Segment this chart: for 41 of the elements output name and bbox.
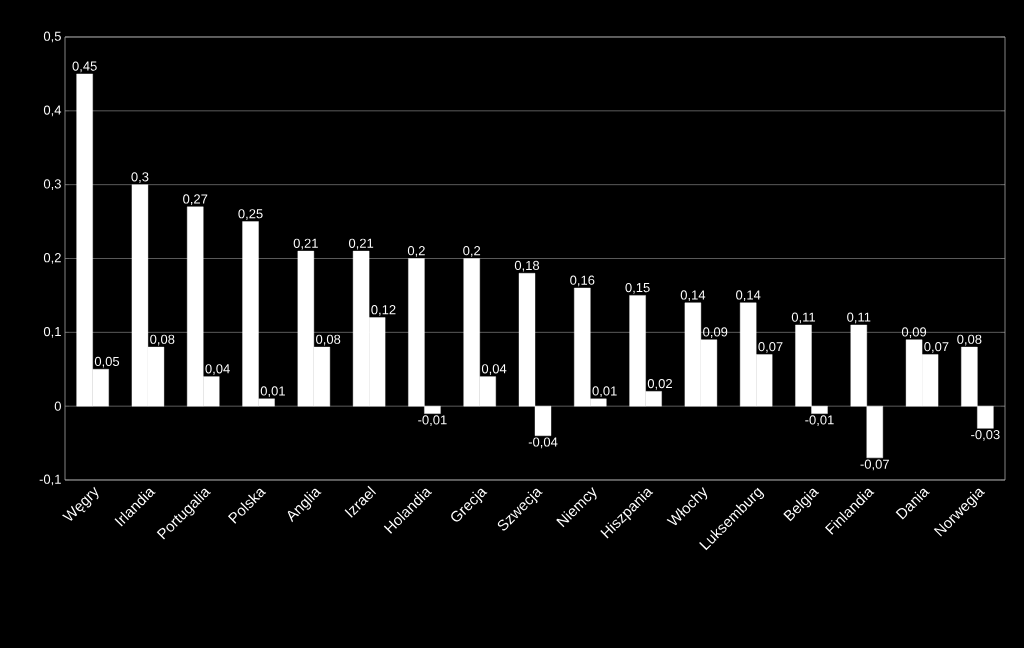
data-label: 0,09 — [901, 327, 927, 339]
data-label: 0,12 — [371, 305, 396, 316]
data-label: 0,3 — [131, 172, 149, 183]
data-label: 0,11 — [847, 312, 871, 324]
data-label: 0,01 — [260, 386, 285, 398]
data-label: 0,2 — [407, 246, 425, 257]
data-label: 0,05 — [94, 356, 120, 368]
data-label: 0,16 — [570, 275, 595, 287]
y-tick-label: -0,1 — [39, 474, 61, 486]
data-label: 0,02 — [647, 378, 672, 390]
data-label: 0,08 — [957, 334, 982, 346]
data-label: -0,01 — [418, 415, 447, 426]
data-label: 0,25 — [238, 209, 263, 220]
y-tick-label: 0 — [54, 401, 61, 411]
data-label: 0,21 — [293, 238, 318, 250]
data-label: 0,15 — [625, 282, 650, 294]
y-tick-label: 0,5 — [43, 31, 61, 43]
data-label: -0,07 — [860, 459, 889, 471]
data-label: 0,2 — [463, 246, 481, 257]
data-label: 0,04 — [205, 364, 230, 375]
data-label: 0,07 — [758, 342, 783, 353]
data-label: 0,45 — [72, 61, 97, 73]
data-label: 0,04 — [481, 364, 507, 375]
data-label: 0,08 — [316, 334, 341, 346]
data-label: -0,04 — [528, 437, 558, 449]
y-tick-label: 0,3 — [43, 179, 61, 191]
data-label: 0,01 — [592, 386, 617, 398]
data-label: 0,21 — [348, 238, 374, 250]
data-label: 0,07 — [924, 342, 949, 353]
data-label: 0,27 — [183, 194, 208, 206]
data-label: 0,14 — [680, 290, 706, 302]
data-label: -0,01 — [805, 415, 834, 426]
data-label: 0,09 — [703, 327, 728, 339]
data-label: -0,03 — [971, 430, 1000, 441]
data-label: 0,08 — [150, 334, 175, 346]
y-tick-label: 0,1 — [43, 326, 61, 338]
data-label: 0,14 — [736, 290, 761, 302]
data-label: 0,18 — [514, 260, 540, 272]
data-label: 0,11 — [791, 312, 816, 324]
y-tick-label: 0,4 — [43, 105, 62, 117]
y-tick-label: 0,2 — [43, 253, 61, 264]
